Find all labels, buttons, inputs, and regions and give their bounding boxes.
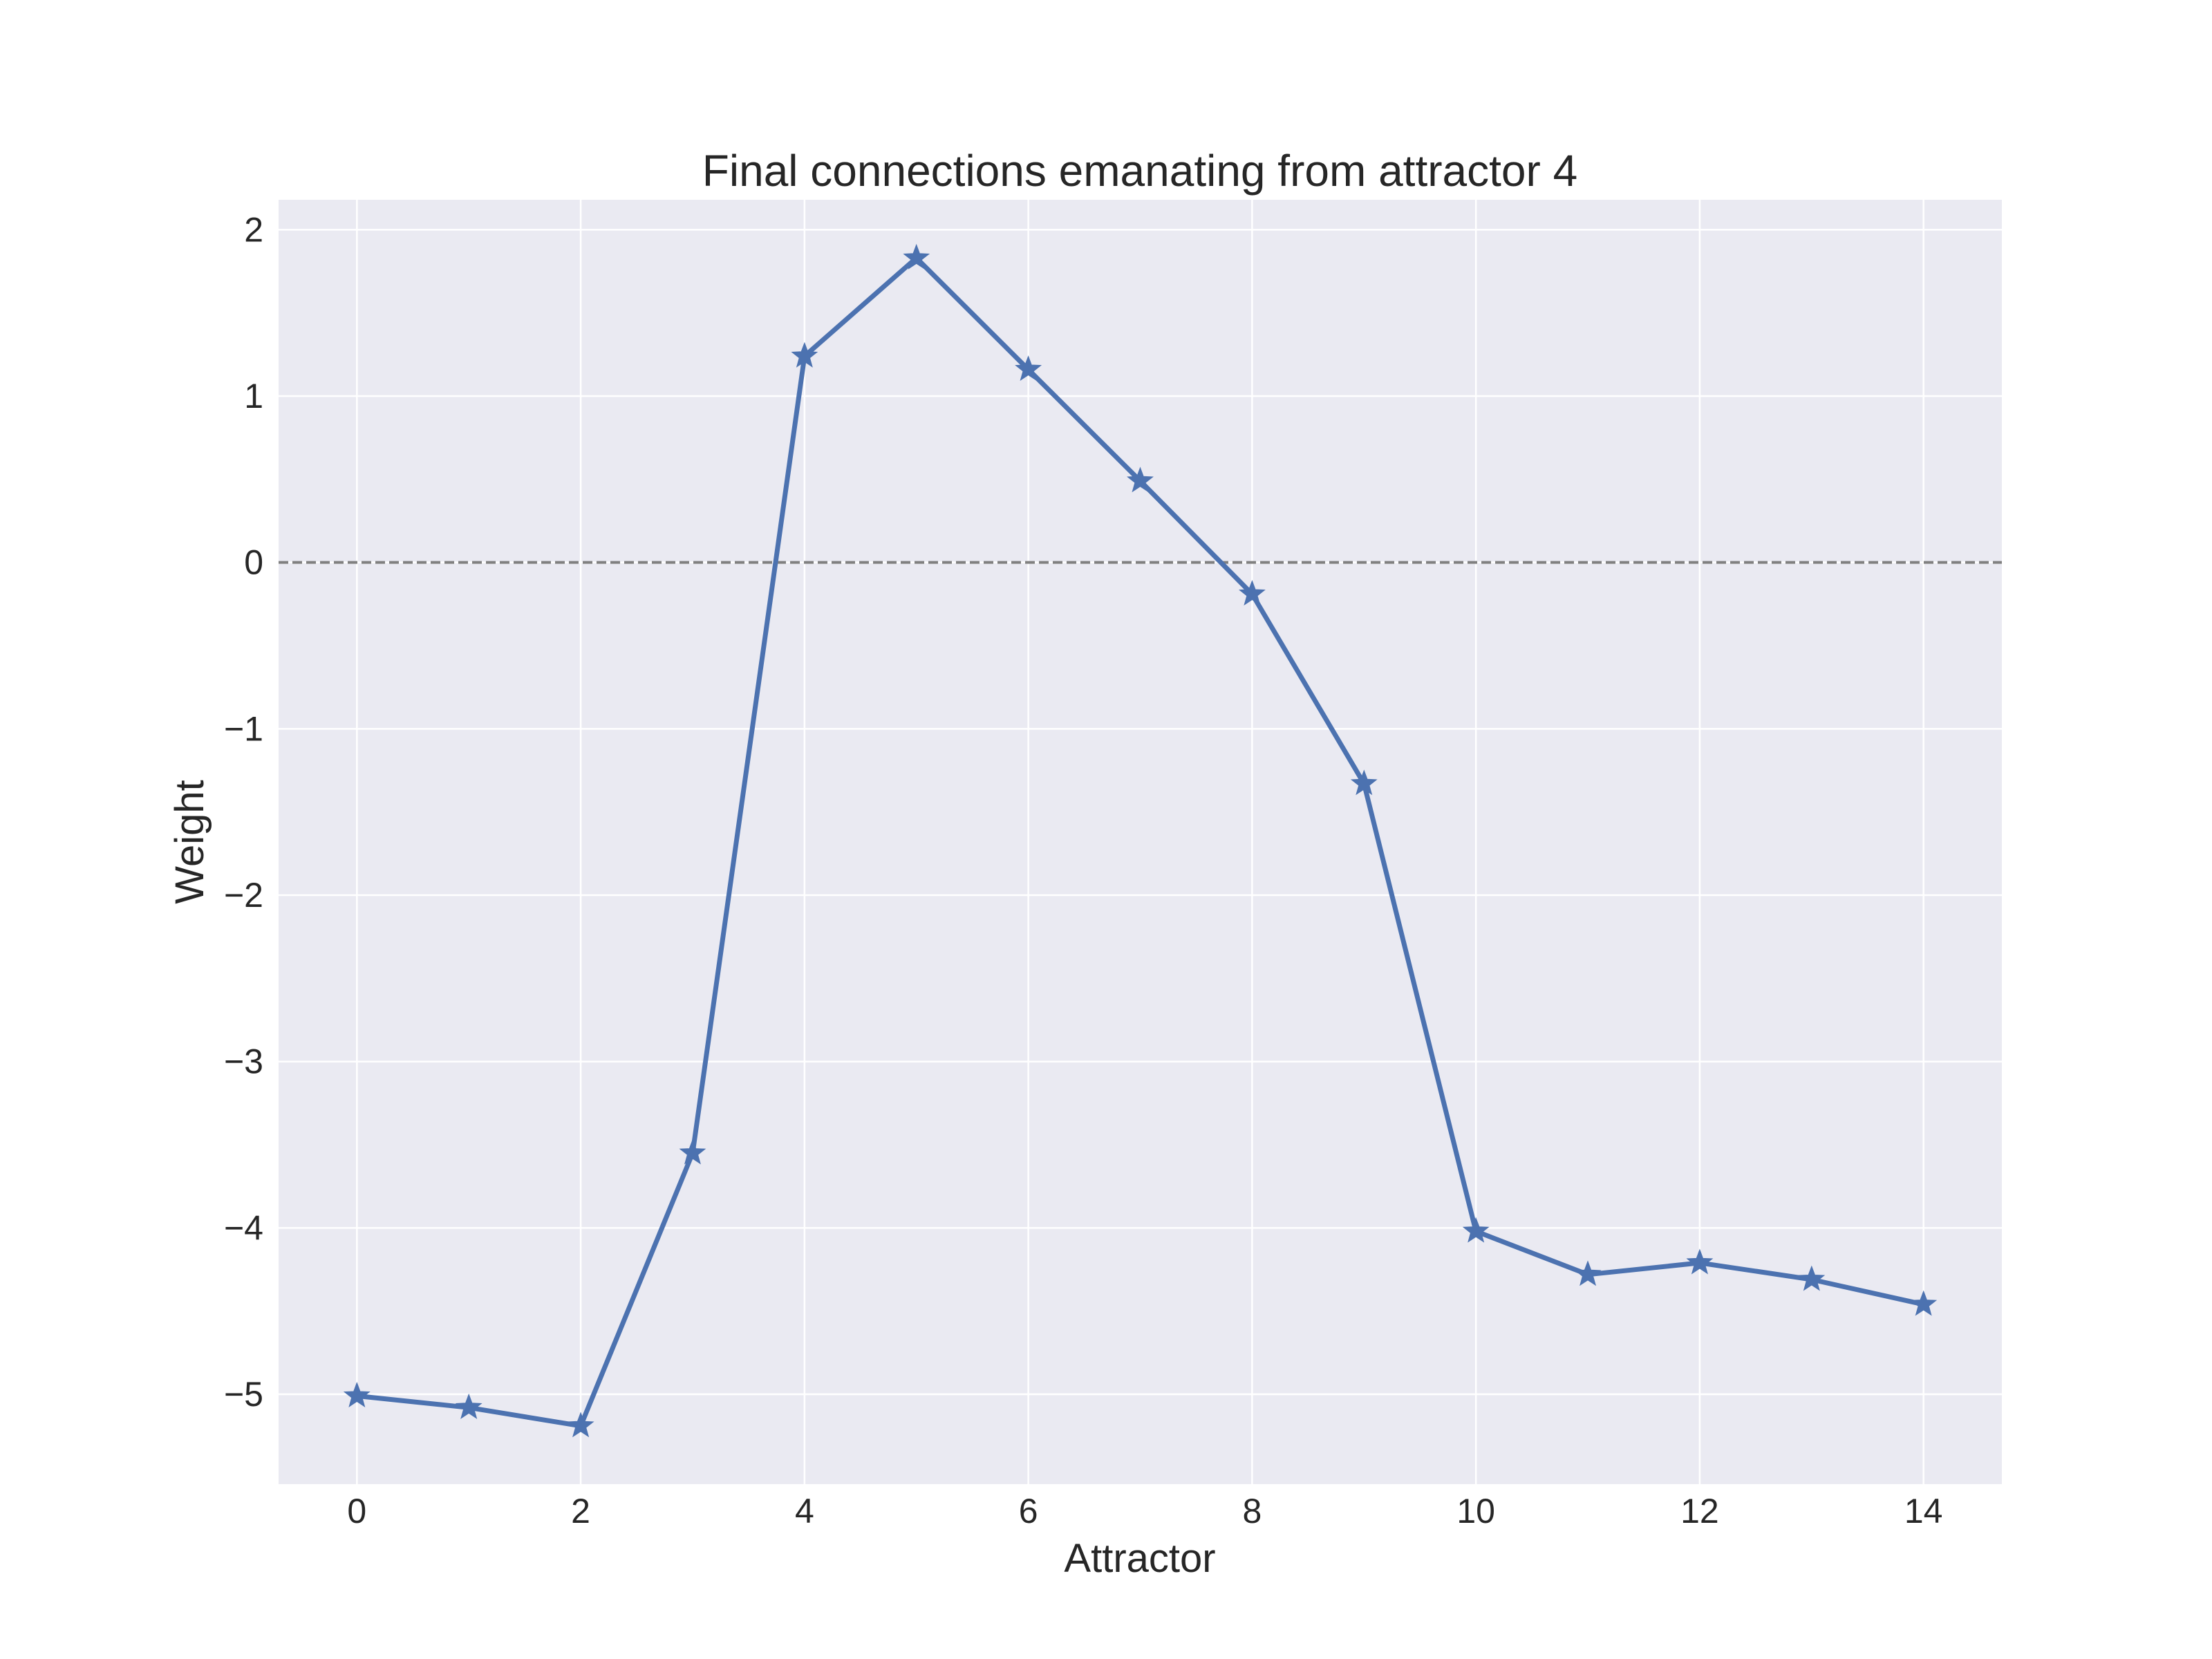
data-point-marker — [903, 243, 930, 270]
y-axis-label: Weight — [167, 780, 212, 903]
data-point-marker — [567, 1412, 594, 1438]
data-point-marker — [343, 1381, 371, 1407]
data-point-marker — [1686, 1248, 1714, 1275]
data-point-marker — [1574, 1260, 1602, 1286]
y-tick-label: −3 — [224, 1042, 263, 1081]
y-tick-label: 2 — [244, 210, 263, 249]
x-tick-label: 0 — [347, 1492, 366, 1530]
data-point-marker — [1798, 1265, 1826, 1291]
data-point-marker — [1462, 1217, 1490, 1243]
data-point-marker — [455, 1393, 482, 1419]
y-tick-label: −1 — [224, 709, 263, 748]
x-tick-label: 12 — [1680, 1492, 1719, 1530]
x-axis-label: Attractor — [1064, 1536, 1215, 1581]
data-point-marker — [1350, 769, 1378, 796]
data-point-marker — [1910, 1290, 1938, 1316]
data-markers — [343, 243, 1938, 1438]
data-point-marker — [679, 1138, 706, 1165]
x-tick-label: 6 — [1019, 1492, 1038, 1530]
x-tick-labels: 0 2 4 6 8 10 12 14 — [347, 1492, 1942, 1530]
y-tick-label: 0 — [244, 543, 263, 582]
chart-title: Final connections emanating from attract… — [702, 146, 1577, 196]
plot-area — [279, 200, 2002, 1484]
data-point-marker — [1127, 467, 1154, 493]
x-tick-label: 14 — [1904, 1492, 1943, 1530]
data-point-marker — [1015, 355, 1042, 382]
x-tick-label: 8 — [1242, 1492, 1262, 1530]
y-tick-label: −4 — [224, 1208, 263, 1247]
data-point-marker — [791, 341, 818, 368]
y-tick-label: 1 — [244, 377, 263, 415]
grid-lines — [279, 200, 2002, 1484]
data-point-marker — [1238, 579, 1266, 606]
x-tick-label: 10 — [1456, 1492, 1495, 1530]
x-tick-label: 2 — [571, 1492, 590, 1530]
x-tick-label: 4 — [795, 1492, 814, 1530]
y-tick-label: −2 — [224, 876, 263, 915]
y-tick-labels: 2 1 0 −1 −2 −3 −4 −5 — [224, 210, 263, 1414]
y-tick-label: −5 — [224, 1375, 263, 1414]
